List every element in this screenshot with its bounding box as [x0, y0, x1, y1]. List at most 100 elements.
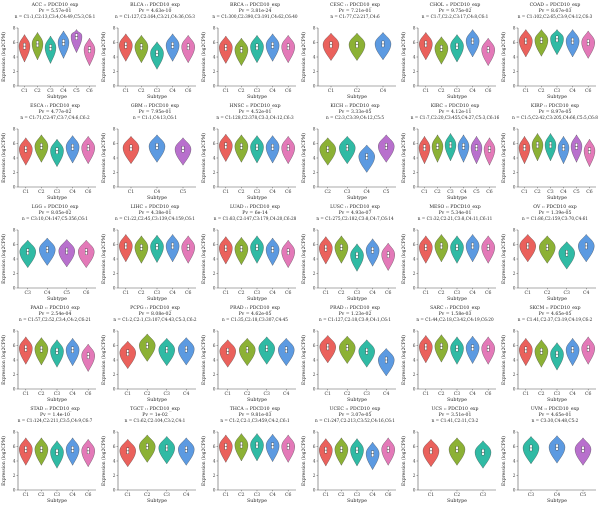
y-tick-label: 8: [13, 27, 16, 32]
y-tick-label: 6: [413, 445, 416, 450]
y-tick-label: 8: [413, 431, 416, 436]
y-tick-label: 8: [513, 128, 516, 133]
panel-title: UCEC :: PDCD10_exp: [330, 406, 381, 412]
panel-counts: n = C1:71,C2:47,C3:7,C4:6,C6:2: [20, 115, 90, 120]
x-axis-label: Subtype: [247, 195, 267, 201]
x-tick-label-C4: C4: [69, 492, 76, 498]
x-tick-label-C3: C3: [354, 290, 361, 296]
x-tick-label-C3: C3: [25, 290, 32, 296]
x-tick-label-C2: C2: [534, 189, 541, 195]
panel-pvalue: Pv = 5.34e-01: [439, 210, 472, 216]
panel-counts: n = C1:2,C2:1,C3:107,C4:43,C5:3,C6:2: [113, 317, 197, 322]
y-tick-label: 4: [213, 56, 216, 61]
x-tick-label-C6: C6: [86, 88, 93, 94]
x-tick-label-C5: C5: [383, 189, 390, 195]
y-tick-label: 2: [113, 373, 116, 378]
y-tick-label: 6: [113, 344, 116, 349]
panel-counts: n = C1:86,C2:159,C3:70,C4:61: [522, 216, 588, 221]
y-tick-label: 6: [313, 445, 316, 450]
x-tick-label-C5: C5: [73, 88, 80, 94]
panel-pvalue: Pv = 4.93e-07: [339, 210, 372, 216]
x-tick-label-C4: C4: [183, 391, 190, 397]
y-tick-label: 0: [413, 287, 416, 292]
y-tick-label: 8: [313, 229, 316, 234]
y-tick-label: 6: [113, 445, 116, 450]
panel-pvalue: Pv = 8.97e-05: [539, 109, 572, 115]
y-tick-label: 6: [513, 142, 516, 147]
panel-pvalue: Pv = 1.58e-03: [439, 311, 472, 317]
y-tick-label: 2: [413, 70, 416, 75]
panel-title: LUSC :: PDCD10_exp: [330, 204, 380, 210]
y-axis-label: Expression (log2CPM): [202, 436, 207, 486]
y-axis-label: Expression (log2CPM): [502, 234, 507, 284]
y-tick-label: 6: [513, 445, 516, 450]
y-tick-label: 6: [213, 243, 216, 248]
y-tick-label: 2: [513, 171, 516, 176]
y-axis-label: Expression (log2CPM): [302, 234, 307, 284]
x-axis-label: Subtype: [247, 498, 267, 504]
x-tick-label-C4: C4: [269, 290, 276, 296]
y-tick-label: 8: [213, 229, 216, 234]
y-tick-label: 4: [413, 258, 416, 263]
panel-pvalue: Pv = 8.67e-03: [539, 8, 572, 14]
panel-pvalue: Pv = 9.81e-03: [239, 412, 272, 418]
y-tick-label: 0: [113, 388, 116, 393]
y-tick-label: 4: [413, 359, 416, 364]
y-axis-label: Expression (log2CPM): [2, 133, 7, 183]
x-tick-label-C3: C3: [554, 391, 561, 397]
y-tick-label: 4: [513, 359, 516, 364]
y-tick-label: 8: [513, 330, 516, 335]
x-tick-label-C5: C5: [580, 492, 587, 498]
y-tick-label: 2: [13, 272, 16, 277]
y-tick-label: 2: [313, 70, 316, 75]
panel-pvalue: Pv = 4.62e-05: [239, 311, 272, 317]
x-tick-label-C3: C3: [547, 189, 554, 195]
y-tick-label: 6: [313, 41, 316, 46]
panel-pvalue: Pv = 3.51e-01: [439, 412, 472, 418]
y-axis-label: Expression (log2CPM): [402, 436, 407, 486]
panel-title: SARC :: PDCD10_exp: [430, 305, 480, 311]
y-axis-label: Expression (log2CPM): [302, 133, 307, 183]
panel-title: LUAD :: PDCD10_exp: [230, 204, 280, 210]
y-axis-label: Expression (log2CPM): [202, 234, 207, 284]
y-axis-label: Expression (log2CPM): [502, 436, 507, 486]
y-tick-label: 2: [113, 474, 116, 479]
panel-pvalue: Pv = 4.12e-11: [439, 109, 472, 115]
y-tick-label: 8: [113, 128, 116, 133]
x-tick-label-C6: C6: [83, 290, 90, 296]
y-axis-label: Expression (log2CPM): [102, 133, 107, 183]
y-tick-label: 0: [513, 85, 516, 90]
panel-counts: n = C3:10,C4:147,C5:356,C6:1: [22, 216, 88, 221]
y-tick-label: 8: [13, 431, 16, 436]
panel-counts: n = C1:127,C2:164,C3:21,C4:36,C6:3: [115, 14, 195, 19]
x-tick-label-C1: C1: [325, 391, 332, 397]
x-tick-label-C2: C2: [438, 88, 445, 94]
panel-title: ACC :: PDCD10_exp: [31, 2, 79, 8]
y-axis-label: Expression (log2CPM): [202, 133, 207, 183]
y-tick-label: 6: [113, 142, 116, 147]
y-tick-label: 6: [513, 41, 516, 46]
x-tick-label-C4: C4: [364, 189, 371, 195]
y-tick-label: 0: [313, 186, 316, 191]
y-tick-label: 4: [313, 460, 316, 465]
x-axis-label: Subtype: [547, 94, 567, 100]
x-tick-label-C6: C6: [385, 492, 392, 498]
x-tick-label-C1: C1: [428, 492, 435, 498]
y-axis-label: Expression (log2CPM): [2, 335, 7, 385]
panel-counts: n = C1:102,C2:65,C3:9,C4:12,C6:3: [518, 14, 593, 19]
panel-pvalue: Pv = 1e-02: [142, 412, 168, 418]
panel-pvalue: Pv = 8.08e-02: [139, 311, 172, 317]
x-tick-label-C4: C4: [460, 189, 467, 195]
panel-pvalue: Pv = 3.81e-24: [239, 8, 272, 14]
panel-title: BRCA :: PDCD10_exp: [230, 2, 280, 8]
x-tick-label-C2: C2: [454, 492, 461, 498]
x-tick-label-C6: C6: [185, 88, 192, 94]
y-tick-label: 4: [313, 56, 316, 61]
x-tick-label-C3: C3: [454, 88, 461, 94]
y-tick-label: 8: [13, 330, 16, 335]
